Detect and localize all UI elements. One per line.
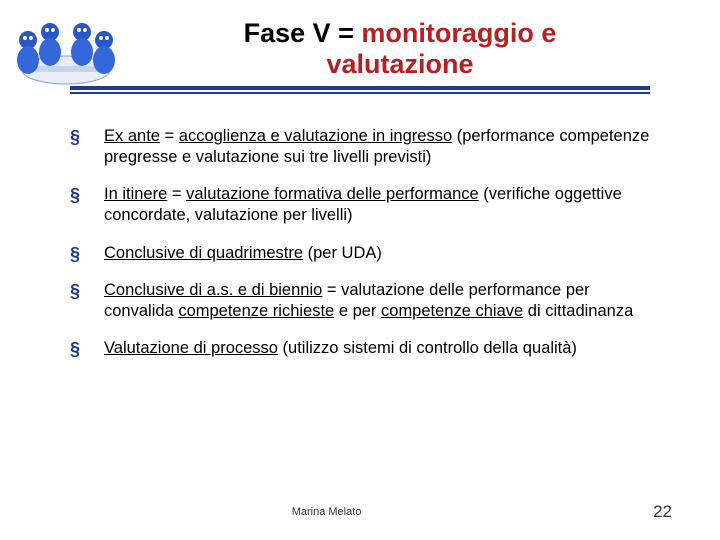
- divider-rule: [70, 86, 650, 94]
- text-segment: In itinere: [104, 185, 167, 203]
- slide: Fase V = monitoraggio e valutazione Ex a…: [0, 0, 720, 540]
- text-segment: competenze richieste: [178, 302, 334, 320]
- footer-page-number: 22: [653, 502, 672, 522]
- list-item: Ex ante = accoglienza e valutazione in i…: [70, 126, 660, 168]
- slide-footer: Marina Melato 22: [0, 502, 720, 522]
- text-segment: accoglienza e valutazione in ingresso: [179, 127, 452, 145]
- slide-header: Fase V = monitoraggio e valutazione: [0, 0, 720, 102]
- text-segment: Valutazione di processo: [104, 339, 278, 357]
- list-item: In itinere = valutazione formativa delle…: [70, 184, 660, 226]
- bullet-list: Ex ante = accoglienza e valutazione in i…: [70, 126, 660, 359]
- text-segment: Conclusive di quadrimestre: [104, 244, 303, 262]
- title-prefix: Fase V =: [244, 18, 362, 48]
- slide-title-line2: valutazione: [0, 49, 720, 80]
- list-item: Conclusive di a.s. e di biennio = valuta…: [70, 280, 660, 322]
- title-emph-1: monitoraggio e: [361, 18, 556, 48]
- slide-body: Ex ante = accoglienza e valutazione in i…: [0, 102, 720, 359]
- text-segment: Ex ante: [104, 127, 160, 145]
- text-segment: di cittadinanza: [523, 302, 633, 320]
- text-segment: competenze chiave: [381, 302, 523, 320]
- text-segment: Conclusive di a.s. e di biennio: [104, 281, 322, 299]
- slide-title: Fase V = monitoraggio e: [0, 18, 720, 49]
- text-segment: (utilizzo sistemi di controllo della qua…: [278, 339, 577, 357]
- text-segment: valutazione formativa delle performance: [186, 185, 479, 203]
- text-segment: (per UDA): [303, 244, 382, 262]
- list-item: Valutazione di processo (utilizzo sistem…: [70, 338, 660, 359]
- title-emph-2: valutazione: [326, 49, 473, 79]
- text-segment: e per: [334, 302, 381, 320]
- text-segment: =: [160, 127, 179, 145]
- footer-author: Marina Melato: [0, 506, 653, 518]
- list-item: Conclusive di quadrimestre (per UDA): [70, 243, 660, 264]
- text-segment: =: [167, 185, 186, 203]
